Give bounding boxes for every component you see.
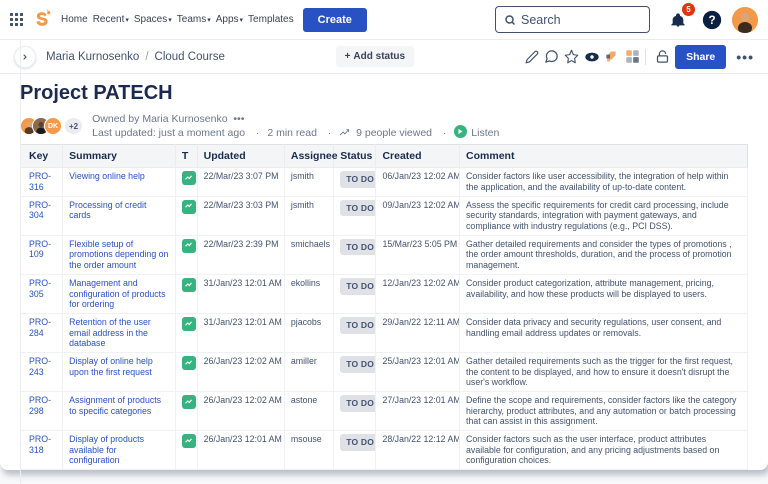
svg-text:?: ? bbox=[708, 14, 715, 27]
